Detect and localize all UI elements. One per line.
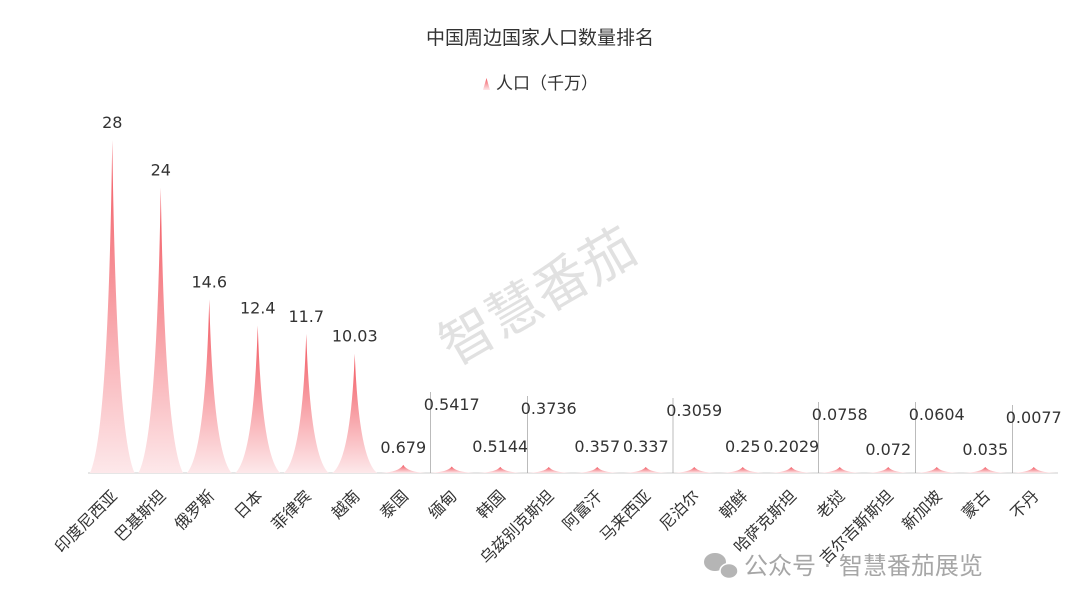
x-tick-label: 越南	[328, 486, 364, 522]
peak-mark[interactable]	[671, 467, 717, 473]
chart-title: 中国周边国家人口数量排名	[426, 27, 654, 49]
peak-mark[interactable]	[235, 325, 281, 473]
peak-mark[interactable]	[817, 467, 863, 473]
value-label: 11.7	[288, 307, 324, 326]
x-tick-label: 蒙古	[958, 486, 994, 522]
plot-area	[89, 140, 1057, 474]
value-label: 0.2029	[763, 437, 819, 456]
x-tick-label: 印度尼西亚	[51, 486, 121, 556]
peak-mark[interactable]	[768, 467, 814, 473]
peak-mark[interactable]	[477, 466, 523, 473]
value-label: 0.3059	[666, 401, 722, 420]
legend-label: 人口（千万）	[496, 74, 598, 94]
x-tick-label: 不丹	[1007, 486, 1043, 522]
x-tick-label: 缅甸	[425, 486, 461, 522]
value-label: 0.035	[962, 440, 1008, 459]
footer: 公众号 · 智慧番茄展览	[704, 552, 983, 580]
x-tick-label: 阿富汗	[559, 486, 606, 533]
value-label: 24	[151, 161, 171, 180]
footer-text: 公众号 · 智慧番茄展览	[744, 552, 983, 580]
x-tick-label: 马来西亚	[596, 486, 655, 545]
x-tick-label: 俄罗斯	[171, 486, 218, 533]
peak-mark[interactable]	[865, 467, 911, 473]
peak-mark[interactable]	[89, 140, 135, 473]
x-tick-label: 朝鲜	[716, 486, 752, 522]
value-label: 28	[102, 113, 122, 132]
legend[interactable]: 人口（千万）	[483, 74, 598, 94]
peak-mark[interactable]	[186, 299, 232, 473]
legend-marker-icon	[483, 78, 490, 90]
peak-mark[interactable]	[429, 466, 475, 473]
value-label: 14.6	[191, 272, 227, 291]
value-label: 0.5144	[472, 437, 528, 456]
x-tick-label: 泰国	[376, 486, 412, 522]
peak-mark[interactable]	[623, 467, 669, 473]
x-tick-label: 老挝	[813, 486, 849, 522]
x-tick-label: 菲律宾	[268, 486, 315, 533]
watermark: 智慧番茄	[429, 215, 648, 378]
value-label: 0.072	[865, 440, 911, 459]
x-tick-label: 日本	[231, 486, 267, 522]
value-label: 0.25	[725, 437, 761, 456]
value-label: 12.4	[240, 299, 276, 318]
value-label: 0.0604	[909, 405, 965, 424]
x-tick-label: 巴基斯坦	[111, 486, 170, 545]
value-label: 0.679	[380, 438, 426, 457]
peak-mark[interactable]	[380, 464, 426, 473]
peak-mark[interactable]	[526, 467, 572, 473]
value-label: 0.0077	[1006, 408, 1062, 427]
value-label: 0.337	[623, 437, 669, 456]
value-label: 0.0758	[812, 405, 868, 424]
peak-mark[interactable]	[283, 333, 329, 473]
x-tick-label: 新加坡	[898, 486, 945, 533]
peak-mark[interactable]	[962, 467, 1008, 473]
peak-mark[interactable]	[138, 187, 184, 474]
value-label: 10.03	[332, 327, 378, 346]
value-label: 0.3736	[521, 399, 577, 418]
peak-mark[interactable]	[332, 353, 378, 473]
peak-mark[interactable]	[720, 467, 766, 473]
value-label: 0.357	[574, 437, 620, 456]
wechat-icon	[704, 553, 739, 580]
peak-mark[interactable]	[1011, 467, 1057, 473]
x-tick-label: 韩国	[473, 486, 509, 522]
value-labels: 28 24 14.6 12.4 11.7 10.03 0.679 0.5417 0.5144 0.…	[102, 113, 1062, 473]
x-tick-label: 尼泊尔	[656, 486, 703, 533]
peak-mark[interactable]	[914, 467, 960, 473]
peak-mark[interactable]	[574, 467, 620, 473]
value-label: 0.5417	[424, 395, 480, 414]
